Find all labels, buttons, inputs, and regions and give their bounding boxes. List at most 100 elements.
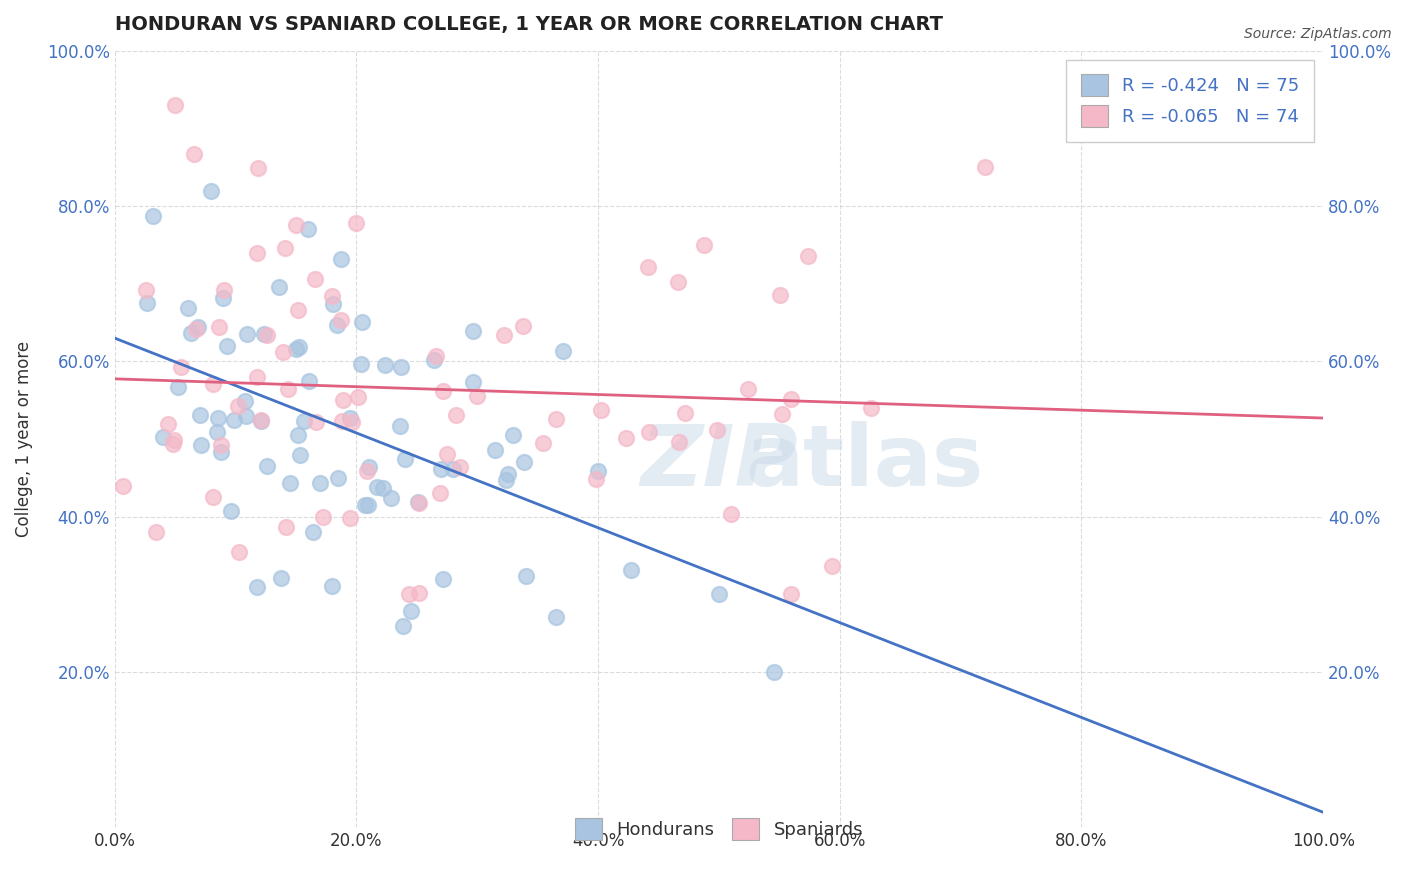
Point (720, 507, 742, 521)
Point (423, 352, 446, 367)
Point (465, 389, 488, 403)
Point (737, 382, 759, 396)
Point (256, 327, 278, 342)
Point (821, 558, 844, 573)
Point (461, 324, 484, 338)
Point (389, 419, 412, 434)
Point (432, 384, 454, 398)
Point (346, 390, 368, 404)
Point (288, 448, 311, 462)
Legend: Hondurans, Spaniards: Hondurans, Spaniards (565, 809, 872, 849)
Point (399, 604, 422, 618)
Point (249, 414, 271, 428)
Point (330, 414, 353, 428)
Text: HONDURAN VS SPANIARD COLLEGE, 1 YEAR OR MORE CORRELATION CHART: HONDURAN VS SPANIARD COLLEGE, 1 YEAR OR … (115, 15, 943, 34)
Point (432, 572, 454, 586)
Point (321, 289, 343, 303)
Point (187, 319, 209, 334)
Point (495, 473, 517, 487)
Point (449, 460, 471, 475)
Point (156, 417, 179, 431)
Point (513, 455, 536, 469)
Point (359, 460, 381, 475)
Point (344, 216, 367, 230)
Point (271, 345, 294, 359)
Point (398, 587, 420, 601)
Point (190, 409, 212, 423)
Point (515, 569, 537, 583)
Point (177, 301, 200, 315)
Point (305, 415, 328, 429)
Point (170, 360, 193, 375)
Point (292, 414, 315, 428)
Point (446, 408, 468, 422)
Point (366, 480, 388, 494)
Point (267, 280, 290, 294)
Point (673, 406, 696, 420)
Point (287, 427, 309, 442)
Point (614, 431, 637, 445)
Text: atlas: atlas (745, 421, 983, 504)
Point (429, 485, 451, 500)
Point (332, 392, 354, 407)
Point (441, 461, 464, 475)
Point (273, 241, 295, 255)
Point (212, 283, 235, 297)
Point (190, 437, 212, 451)
Point (340, 415, 363, 429)
Point (668, 435, 690, 450)
Point (502, 428, 524, 442)
Point (356, 464, 378, 478)
Point (322, 297, 344, 311)
Point (326, 471, 349, 485)
Point (589, 403, 612, 417)
Point (586, 464, 609, 478)
Point (236, 326, 259, 341)
Point (224, 413, 246, 427)
Point (707, 587, 730, 601)
Point (112, 478, 135, 492)
Point (706, 423, 728, 437)
Point (285, 218, 308, 232)
Point (165, 98, 187, 112)
Point (408, 586, 430, 600)
Point (145, 525, 167, 540)
Point (202, 376, 225, 391)
Point (330, 313, 353, 327)
Point (250, 412, 273, 426)
Point (180, 326, 202, 341)
Point (205, 425, 228, 440)
Point (780, 392, 803, 406)
Point (512, 319, 534, 334)
Point (329, 252, 352, 267)
Point (287, 340, 309, 354)
Point (209, 438, 232, 452)
Point (357, 499, 380, 513)
Point (277, 383, 299, 397)
Point (973, 161, 995, 175)
Point (246, 161, 269, 175)
Point (183, 147, 205, 161)
Point (425, 349, 447, 363)
Point (228, 545, 250, 559)
Point (484, 443, 506, 458)
Point (200, 184, 222, 198)
Point (136, 296, 159, 310)
Point (408, 496, 430, 510)
Point (142, 209, 165, 223)
Point (167, 380, 190, 394)
Point (326, 318, 349, 332)
Point (226, 400, 249, 414)
Point (374, 358, 396, 372)
Point (274, 520, 297, 534)
Point (389, 359, 412, 374)
Point (235, 409, 257, 423)
Point (585, 472, 607, 486)
Point (638, 425, 661, 439)
Point (339, 511, 361, 525)
Point (544, 411, 567, 425)
Point (429, 461, 451, 475)
Point (297, 222, 319, 236)
Point (209, 445, 232, 459)
Text: Source: ZipAtlas.com: Source: ZipAtlas.com (1244, 27, 1392, 41)
